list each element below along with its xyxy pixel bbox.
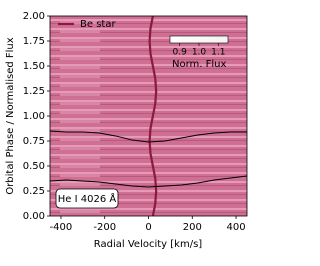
x-tick-label: 400 xyxy=(227,222,246,233)
annotation-box xyxy=(55,188,119,209)
y-tick-label: 1.00 xyxy=(23,111,45,122)
y-tick-label: 0.50 xyxy=(23,161,45,172)
y-tick-label: 0.75 xyxy=(23,136,45,147)
x-tick-label: -200 xyxy=(93,222,116,233)
y-tick-label: 0.25 xyxy=(23,186,45,197)
profile-line xyxy=(49,130,247,143)
colorbar-tick-label: 0.9 xyxy=(173,48,188,58)
annotation: He I 4026 Å xyxy=(58,192,117,205)
x-tick-label: 0 xyxy=(145,222,151,233)
x-axis-label: Radial Velocity [km/s] xyxy=(94,239,202,250)
y-tick-label: 1.75 xyxy=(23,36,45,47)
heatmap xyxy=(50,16,247,216)
series-line xyxy=(148,15,158,217)
y-tick-label: 2.00 xyxy=(23,11,45,22)
y-tick-label: 1.25 xyxy=(23,86,45,97)
chart: Orbital Phase / Normalised Flux Radial V… xyxy=(5,11,248,250)
x-tick-label: 200 xyxy=(183,222,202,233)
x-tick-label: -400 xyxy=(50,222,73,233)
colorbar-tick-label: 1.0 xyxy=(192,48,207,58)
colorbar xyxy=(169,35,229,44)
colorbar-tick-label: 1.1 xyxy=(211,48,225,58)
page: {"chart_data": {"type": "line", "xlabel"… xyxy=(5,11,248,250)
y-tick-label: 1.50 xyxy=(23,61,45,72)
y-tick-label: 0.00 xyxy=(23,211,45,222)
profile-line xyxy=(49,175,248,188)
colorbar-label: Norm. Flux xyxy=(172,59,227,70)
y-axis-label: Orbital Phase / Normalised Flux xyxy=(5,37,16,194)
legend-label: Be star xyxy=(80,19,116,30)
